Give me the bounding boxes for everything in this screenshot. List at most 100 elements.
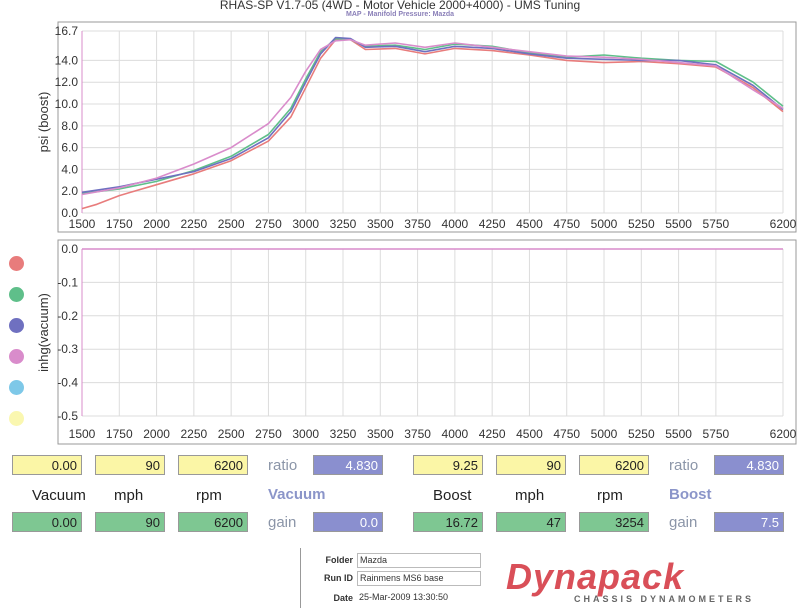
vacuum-gain-box: 0.0	[313, 512, 383, 532]
vacuum-x-tick-label: 3750	[404, 427, 431, 441]
boost-x-tick-label: 1500	[69, 217, 96, 231]
vacuum-x-tick-label: 2500	[218, 427, 245, 441]
boost-value-box: 9.25	[413, 455, 483, 475]
boost-y-tick-label: 6.0	[61, 141, 78, 155]
vacuum-ratio-label: ratio	[268, 457, 298, 474]
boost-x-tick-label: 2750	[255, 217, 282, 231]
boost-series-red-line	[81, 38, 784, 210]
vacuum-x-tick-label: 2750	[255, 427, 282, 441]
boost-peak-rpm-box: 3254	[579, 512, 649, 532]
vacuum-x-tick-label: 4000	[442, 427, 469, 441]
vacuum-x-tick-label: 3500	[367, 427, 394, 441]
runid-label: Run ID	[324, 573, 353, 583]
boost-y-tick-label: 2.0	[61, 184, 78, 198]
vacuum-x-tick-label: 4500	[516, 427, 543, 441]
boost-y-tick-label: 14.0	[55, 53, 79, 67]
boost-y-tick-label: 10.0	[55, 97, 79, 111]
vacuum-x-tick-label: 5250	[628, 427, 655, 441]
date-label: Date	[333, 593, 353, 603]
legend-dot-yellow[interactable]	[9, 411, 24, 426]
vacuum-x-tick-label: 2000	[143, 427, 170, 441]
vacuum-y-tick-label: -0.2	[57, 309, 78, 323]
boost-section-title: Boost	[669, 486, 712, 503]
boost-x-tick-label: 3750	[404, 217, 431, 231]
dynapack-logo: Dynapack	[506, 556, 685, 597]
boost-rpm-label: rpm	[597, 487, 623, 504]
vacuum-y-tick-label: -0.4	[57, 376, 78, 390]
boost-x-tick-label: 5000	[591, 217, 618, 231]
vacuum-x-tick-label: 5000	[591, 427, 618, 441]
boost-mph-label: mph	[515, 487, 545, 504]
vacuum-peak-value-box: 0.00	[12, 512, 82, 532]
vacuum-y-tick-label: -0.1	[57, 275, 78, 289]
date-field: 25-Mar-2009 13:30:50	[357, 591, 479, 604]
folder-field: Mazda	[357, 553, 481, 568]
chart-subtitle: MAP - Manifold Pressure: Mazda	[345, 11, 454, 18]
vacuum-x-tick-label: 3000	[292, 427, 319, 441]
vacuum-x-tick-label: 4750	[553, 427, 580, 441]
vacuum-x-tick-label: 4250	[479, 427, 506, 441]
vacuum-x-tick-label: 5750	[703, 427, 730, 441]
boost-x-tick-label: 4250	[479, 217, 506, 231]
boost-y-tick-label: 8.0	[61, 119, 78, 133]
vacuum-peak-rpm-box: 6200	[178, 512, 248, 532]
vacuum-value-box: 0.00	[12, 455, 82, 475]
vacuum-y-tick-label: 0.0	[61, 242, 78, 256]
runid-field: Rainmens MS6 base	[357, 571, 481, 586]
vacuum-rpm-label: rpm	[196, 487, 222, 504]
legend-dot-blue[interactable]	[9, 318, 24, 333]
vacuum-y-axis-label: inhg(vacuum)	[36, 293, 51, 372]
boost-series-green-line	[81, 37, 784, 195]
boost-y-tick-label: 4.0	[61, 162, 78, 176]
boost-x-tick-label: 4750	[553, 217, 580, 231]
boost-mph-box: 90	[496, 455, 566, 475]
dynapack-logo-subtitle: CHASSIS DYNAMOMETERS	[574, 594, 755, 604]
dyno-charts: 1500 1750 2000 2250 2500 2750 3000 3250 3500 3750…	[36, 21, 797, 445]
boost-x-tick-label: 4000	[442, 217, 469, 231]
boost-ratio-label: ratio	[669, 457, 699, 474]
vacuum-x-tick-label: 5500	[665, 427, 692, 441]
legend-dot-red[interactable]	[9, 256, 24, 271]
run-info-panel: Folder Mazda Run ID Rainmens MS6 base Da…	[300, 548, 481, 608]
folder-label: Folder	[325, 555, 353, 565]
boost-x-tick-label: 1750	[106, 217, 133, 231]
boost-chart-frame	[57, 21, 797, 233]
vacuum-x-tick-label: 1500	[69, 427, 96, 441]
vacuum-mph-label: mph	[114, 487, 144, 504]
legend-dot-cyan[interactable]	[9, 380, 24, 395]
vacuum-x-tick-label: 2250	[181, 427, 208, 441]
boost-x-tick-label: 2250	[181, 217, 208, 231]
vacuum-chart-frame	[57, 239, 797, 445]
vacuum-x-tick-label: 1750	[106, 427, 133, 441]
boost-rpm-box: 6200	[579, 455, 649, 475]
boost-x-tick-label: 3500	[367, 217, 394, 231]
boost-y-axis-label: psi (boost)	[36, 92, 51, 153]
legend-dot-pink[interactable]	[9, 349, 24, 364]
vacuum-peak-mph-box: 90	[95, 512, 165, 532]
boost-y-tick-label: 12.0	[55, 75, 79, 89]
vacuum-y-tick-label: -0.5	[57, 409, 78, 423]
boost-x-tick-label: 5500	[665, 217, 692, 231]
boost-y-tick-label: 16.7	[55, 24, 79, 38]
vacuum-section-title: Vacuum	[268, 486, 326, 503]
boost-x-tick-label: 2000	[143, 217, 170, 231]
vacuum-x-tick-label: 6200	[770, 427, 797, 441]
vacuum-rpm-box: 6200	[178, 455, 248, 475]
chart-title: RHAS-SP V1.7-05 (4WD - Motor Vehicle 200…	[219, 0, 581, 12]
boost-x-tick-label: 3250	[330, 217, 357, 231]
boost-gain-box: 7.5	[714, 512, 784, 532]
boost-x-tick-label: 5250	[628, 217, 655, 231]
boost-x-tick-label: 3000	[292, 217, 319, 231]
boost-ratio-box: 4.830	[714, 455, 784, 475]
boost-x-tick-label: 4500	[516, 217, 543, 231]
vacuum-y-tick-label: -0.3	[57, 342, 78, 356]
vacuum-x-tick-label: 3250	[330, 427, 357, 441]
boost-gain-label: gain	[669, 514, 698, 531]
boost-label: Boost	[433, 487, 472, 504]
legend-dot-green[interactable]	[9, 287, 24, 302]
vacuum-ratio-box: 4.830	[313, 455, 383, 475]
vacuum-label: Vacuum	[32, 487, 86, 504]
vacuum-gain-label: gain	[268, 514, 297, 531]
boost-y-tick-label: 0.0	[61, 206, 78, 220]
boost-x-tick-label: 6200	[770, 217, 797, 231]
